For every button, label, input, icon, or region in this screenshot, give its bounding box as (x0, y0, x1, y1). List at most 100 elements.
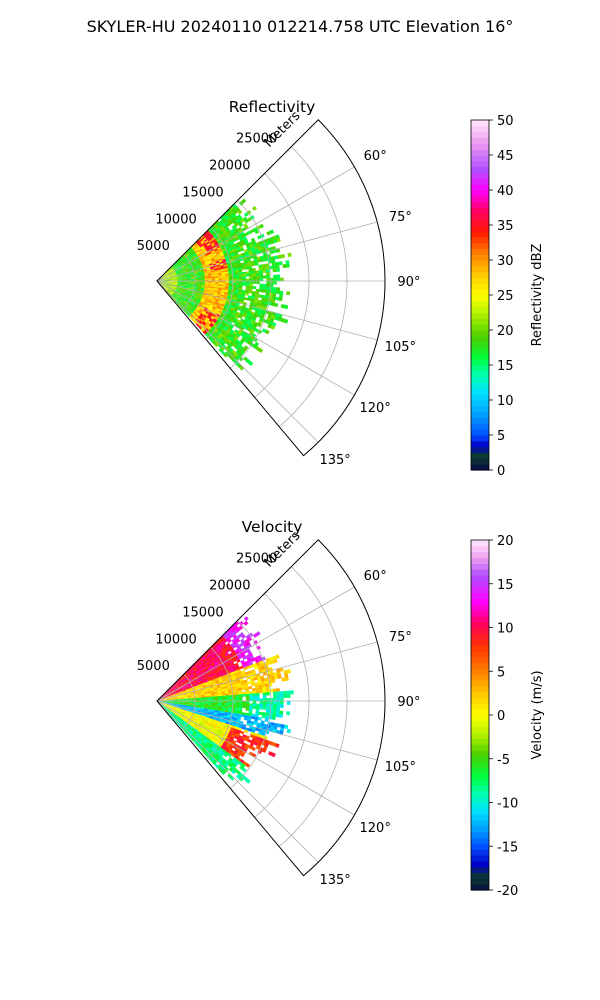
range-gate (160, 698, 164, 700)
range-gate (175, 683, 179, 687)
range-gate (188, 667, 192, 671)
range-gate (236, 233, 242, 238)
range-gate (187, 284, 192, 286)
range-gate (174, 699, 178, 701)
range-gate (269, 703, 274, 708)
colorbar-segment (471, 312, 489, 319)
range-gate (226, 632, 231, 638)
range-gate (203, 319, 208, 324)
colorbar-tick-label: 10 (497, 622, 514, 637)
range-gate (198, 745, 202, 750)
range-gate (212, 335, 217, 340)
range-gate (178, 291, 182, 294)
range-gate (218, 670, 223, 674)
range-gate (176, 692, 180, 695)
range-gate (169, 711, 174, 715)
range-gate (188, 685, 192, 688)
range-gate (218, 272, 222, 275)
range-gate (176, 287, 180, 290)
range-gate (173, 686, 177, 690)
range-gate (202, 249, 207, 253)
range-gate (223, 634, 229, 640)
range-gate (225, 701, 229, 704)
range-gate (174, 297, 178, 300)
range-gate (203, 678, 208, 682)
range-gate (184, 294, 189, 297)
range-gate (214, 310, 219, 314)
range-gate (169, 694, 174, 697)
range-gate (215, 735, 220, 739)
range-gate (198, 248, 203, 253)
range-gate (283, 669, 288, 675)
range-gate (205, 323, 210, 328)
range-gate (197, 283, 202, 285)
range-gate (159, 703, 163, 706)
colorbar-segment (471, 855, 489, 862)
range-gate (221, 270, 225, 273)
range-gate (212, 329, 217, 334)
range-gate (235, 701, 240, 704)
range-gate (215, 281, 219, 283)
range-gate (165, 286, 169, 289)
range-gate (198, 668, 203, 673)
range-gate (201, 694, 205, 697)
range-gate (251, 713, 256, 717)
range-gate (184, 714, 188, 718)
colorbar-segment (471, 423, 489, 430)
range-gate (189, 688, 193, 691)
range-gate (182, 689, 186, 692)
range-gate (175, 720, 179, 725)
range-gate (252, 693, 257, 697)
range-gate (181, 680, 186, 684)
range-gate (178, 689, 183, 692)
range-ring (278, 566, 348, 847)
range-gate (194, 674, 199, 678)
range-gate (280, 317, 286, 323)
range-gate (169, 286, 173, 289)
range-gate (221, 323, 226, 328)
range-gate (205, 264, 210, 267)
range-gate (188, 294, 192, 297)
range-gate (178, 290, 183, 293)
range-gate (195, 313, 200, 317)
range-gate (208, 239, 213, 243)
range-gate (228, 695, 233, 698)
range-gate (208, 313, 213, 317)
range-gate (170, 277, 174, 279)
range-gate (259, 283, 264, 287)
range-gate (234, 735, 239, 740)
colorbar-tick-label: 0 (497, 464, 505, 479)
range-gate (179, 682, 183, 686)
range-gate (175, 690, 179, 693)
range-gate (221, 690, 225, 693)
range-gate (236, 739, 241, 744)
range-gate (263, 254, 268, 259)
range-gate (180, 695, 185, 697)
range-gate (235, 276, 240, 280)
range-gate (182, 290, 187, 293)
range-gate (220, 253, 225, 257)
range-gate (215, 236, 220, 241)
colorbar-segment (471, 306, 489, 314)
range-gate (207, 740, 212, 745)
range-gate (254, 682, 259, 686)
range-gate (182, 262, 187, 265)
range-gate (253, 299, 259, 303)
range-gate (179, 301, 183, 305)
range-gate (242, 742, 247, 747)
range-gate (200, 313, 205, 317)
range-gate (193, 717, 198, 721)
colorbar-tick-label: 25 (497, 289, 514, 304)
range-gate (199, 302, 203, 306)
range-gate (207, 325, 212, 330)
range-gate (225, 659, 230, 664)
range-gate (203, 300, 208, 304)
range-gate (173, 687, 178, 690)
range-gate (252, 286, 257, 290)
range-gate (220, 221, 225, 226)
range-gate (179, 271, 184, 274)
range-gate (175, 710, 179, 713)
range-gate (197, 299, 201, 302)
range-gate (229, 318, 234, 323)
